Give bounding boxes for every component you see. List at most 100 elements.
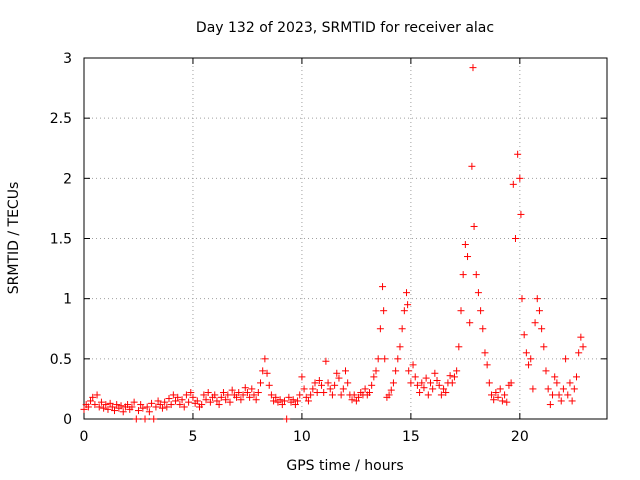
data-point [259,367,267,375]
data-point [387,386,395,394]
data-point [263,369,271,377]
data-point [350,391,358,399]
data-point [437,391,445,399]
data-point [380,307,388,315]
data-point [172,397,180,405]
data-point [551,373,559,381]
data-point [241,384,249,392]
data-point [398,325,406,333]
data-point [372,367,380,375]
data-point [311,379,319,387]
data-point [335,374,343,382]
data-point [100,404,108,412]
data-point [180,403,188,411]
data-point [248,385,256,393]
data-point [442,389,450,397]
data-point [206,398,214,406]
data-point [104,405,112,413]
data-point [490,396,498,404]
data-point [302,393,310,401]
data-point [544,385,552,393]
data-point [517,210,525,218]
data-point [440,385,448,393]
data-point [413,381,421,389]
data-point [527,355,535,363]
data-point [213,397,221,405]
data-point [139,404,147,412]
data-point [219,389,227,397]
data-point [158,404,166,412]
data-point [119,408,127,416]
data-point [187,389,195,397]
tick-layer: 0 0.5 1 1.5 2 2.5 3 0 5 10 15 20 [50,51,607,445]
data-point [278,401,286,409]
data-point [409,361,417,369]
data-point [529,385,537,393]
data-point [93,391,101,399]
data-point [318,381,326,389]
data-point [374,355,382,363]
data-point [520,331,528,339]
data-point [167,401,175,409]
data-point [455,343,463,351]
data-point [464,253,472,261]
data-point [215,401,223,409]
data-point [239,391,247,399]
data-point [509,180,517,188]
data-point [331,381,339,389]
data-point [124,401,132,409]
data-point [496,385,504,393]
grid-layer [84,58,607,419]
data-point [469,64,477,72]
data-point [89,393,97,401]
data-point [328,391,336,399]
data-point [481,349,489,357]
data-point [376,325,384,333]
data-point [522,349,530,357]
data-point [165,395,173,403]
x-tick-label: 15 [402,429,420,445]
data-point [572,373,580,381]
data-point [178,396,186,404]
data-point [193,397,201,405]
data-point [531,319,539,327]
data-point [535,307,543,315]
x-tick-label: 20 [511,429,529,445]
data-point [498,397,506,405]
data-point [204,389,212,397]
data-point [570,385,578,393]
data-point [130,398,138,406]
data-point [516,174,524,182]
data-point [154,397,162,405]
data-point [557,397,565,405]
data-point [344,379,352,387]
data-point [368,381,376,389]
data-point [459,271,467,279]
data-point [304,397,312,405]
data-point [102,401,110,409]
data-point [137,401,145,409]
y-tick-label: 3 [63,51,72,67]
data-point [507,379,515,387]
data-point [315,376,323,384]
data-point [361,385,369,393]
data-point [217,393,225,401]
data-point [95,403,103,411]
data-point [407,379,415,387]
data-point [80,405,88,413]
data-point [457,307,465,315]
data-point [352,397,360,405]
data-point [152,403,160,411]
data-point [111,407,119,415]
data-point [518,295,526,303]
data-point [117,402,125,410]
y-axis-label: SRMTID / TECUs [6,182,22,295]
data-point [568,397,576,405]
data-point [163,403,171,411]
data-point [145,408,153,416]
data-point [365,389,373,397]
data-point [411,373,419,381]
data-point [270,397,278,405]
data-point [233,393,241,401]
data-point [385,391,393,399]
